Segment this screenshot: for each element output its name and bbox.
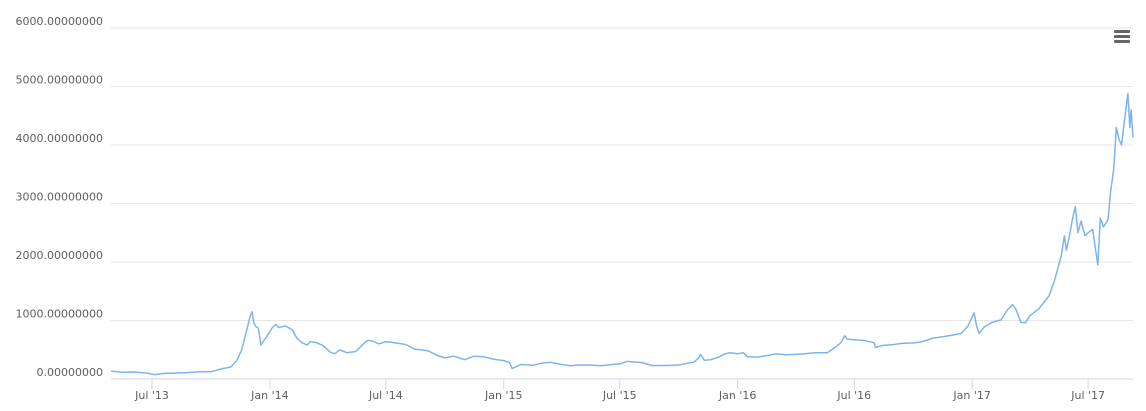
x-tick-label: Jul '16 [836,389,871,402]
gridlines [111,27,1133,321]
y-tick-label: 1000.00000000 [16,308,103,321]
x-tick-label: Jan '15 [484,389,522,402]
x-tick-label: Jan '16 [718,389,756,402]
y-tick-label: 5000.00000000 [16,74,103,87]
series-line [110,92,1134,376]
y-tick-label: 2000.00000000 [16,249,103,262]
y-axis-labels: 0.00000000 1000.00000000 2000.00000000 3000… [16,15,103,379]
x-tick-label: Jan '17 [952,389,990,402]
hamburger-menu-icon [1114,30,1130,33]
x-tick-label: Jul '13 [134,389,169,402]
x-axis-labels: Jul '13 Jan '14 Jul '14 Jan '15 Jul '15 Jan '… [134,379,1105,402]
x-tick-label: Jul '14 [368,389,403,402]
chart-menu-button[interactable] [1111,28,1133,48]
y-tick-label: 3000.00000000 [16,191,103,204]
x-tick-label: Jul '15 [602,389,637,402]
x-tick-label: Jul '17 [1070,389,1105,402]
hamburger-menu-icon-bar [1114,40,1130,43]
y-tick-label: 6000.00000000 [16,15,103,28]
y-tick-label: 0.00000000 [37,366,103,379]
y-tick-label: 4000.00000000 [16,132,103,145]
series-layer [110,92,1134,376]
hamburger-menu-icon-bar [1114,35,1130,38]
x-tick-label: Jan '14 [250,389,288,402]
